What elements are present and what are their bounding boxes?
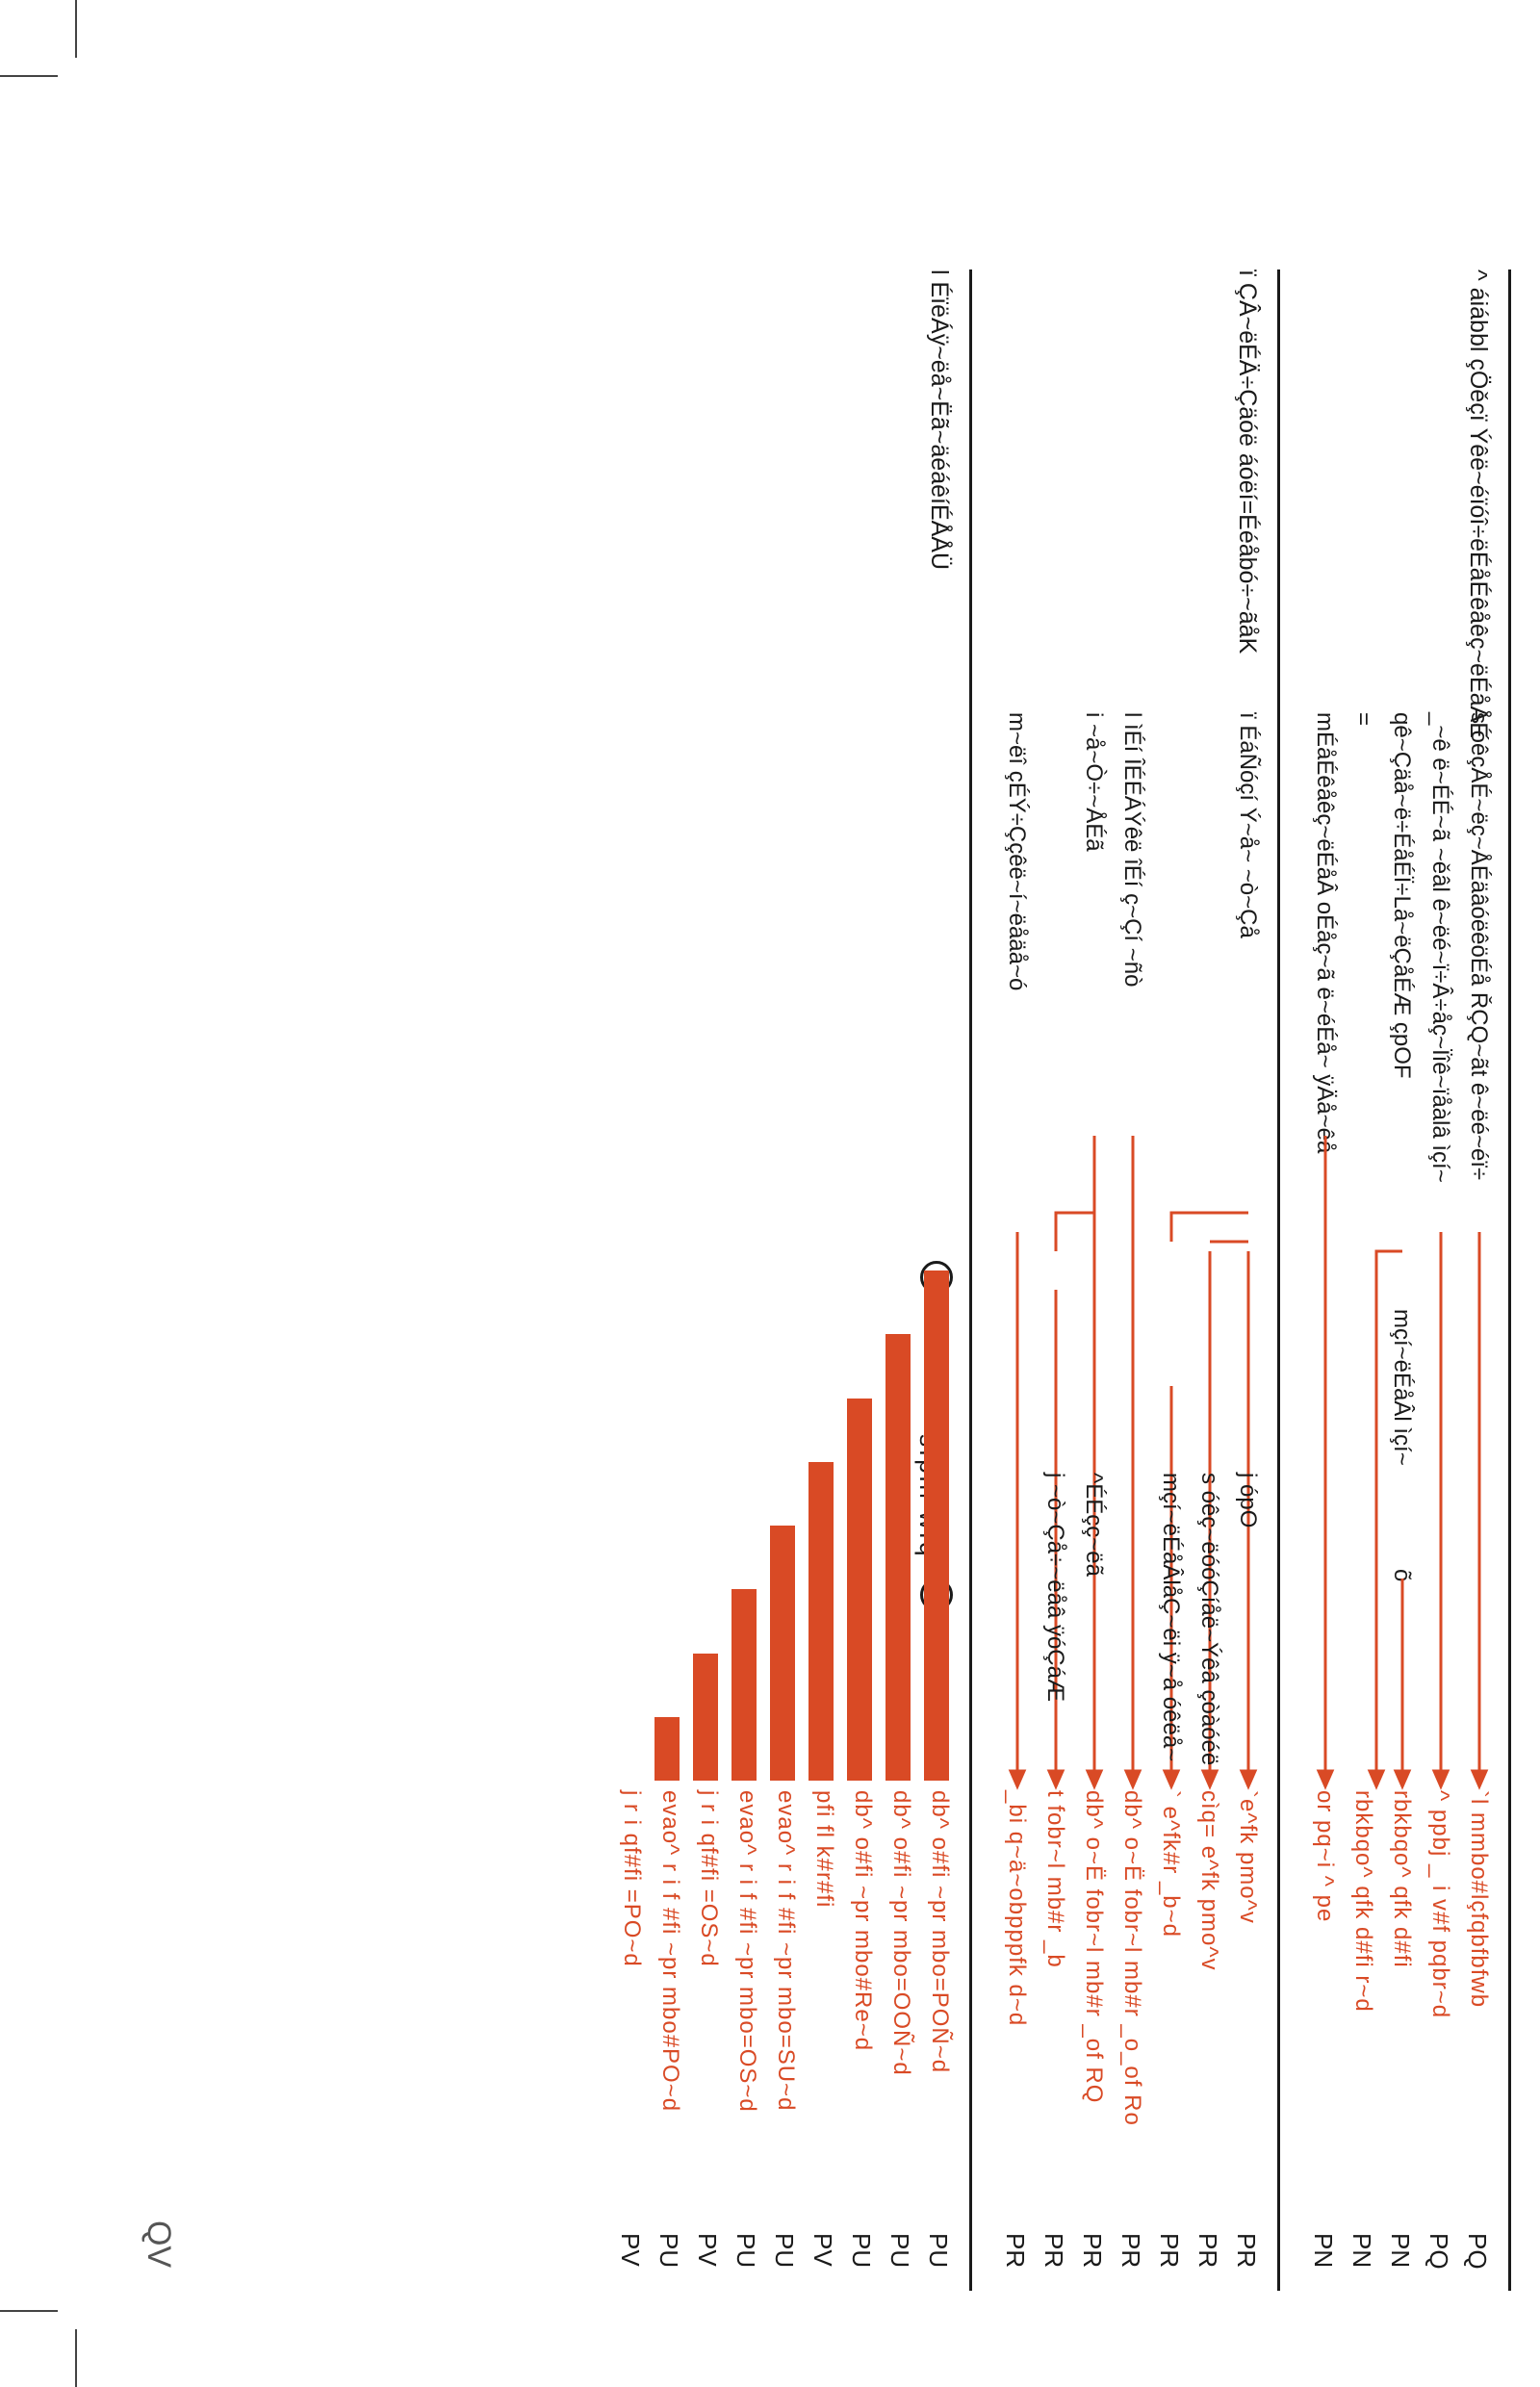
s3-row-6-target: evao^ r i f #fi ~pr mbo=OS~d — [734, 1790, 760, 2113]
s3-row-2-target: db^ o#fi ~pr mbo=OOÑ~d — [888, 1790, 914, 2076]
s2-row-5-num: PR — [1078, 2233, 1107, 2269]
s2-row-4-label: l ìÉí ÎÉÉÁÝêë îÉí ç~Çí ~ñò — [1119, 712, 1145, 988]
s3-row-5-target: evao^ r i f #fi ~pr mbo=SU~d — [773, 1790, 799, 2112]
level-bar — [732, 1589, 757, 1781]
s2-row-5-mid: ^ÉÉçç~ëã — [1081, 1473, 1107, 1577]
s2-row-7-target: _bi q~ä~obpppfk d~d — [1004, 1790, 1030, 2027]
s2-row-2-target: cìq= e^fk pmo^v — [1196, 1790, 1222, 1971]
s2-row-3-target: ` e^fk#r _b~d — [1158, 1790, 1184, 1938]
s2-row-3-mid: mçí~ëÉåÂlåÇ~ëi ÿ~å óêëå~ — [1158, 1473, 1184, 1762]
section-3-title: l ÉïëÁÿ~ëå~Ëã~äéáêíÉÅÅÜ — [926, 270, 953, 571]
s3-row-8-target: evao^ r i f #fi ~pr mbo#PO~d — [657, 1790, 683, 2113]
s3-row-1-target: db^ o#fi ~pr mbo=POÑ~d — [927, 1790, 953, 2074]
s2-row-1-target: `e^fk pmo^v — [1235, 1790, 1261, 1924]
s2-row-3-num: PR — [1155, 2233, 1184, 2269]
crop-mark — [0, 2310, 58, 2312]
section-2-title: ï ÇÂ~ëÉÄ÷Çäóë áóëí=Ééåbó÷~ãåK — [1234, 270, 1261, 654]
s2-row-7-num: PR — [1001, 2233, 1030, 2269]
section-rule — [1277, 270, 1280, 2291]
crop-mark — [0, 75, 58, 77]
s2-row-6-num: PR — [1040, 2233, 1068, 2269]
s2-row-5-target: db^ o~Ë fobr~l mb#r _of RQ — [1081, 1790, 1107, 2104]
s3-row-6-num: PU — [732, 2233, 760, 2269]
level-bar — [847, 1398, 872, 1781]
s2-row-7-label: m~ëî çÉÝ÷Ççêë~í~ëåäå~ó — [1004, 712, 1030, 991]
s2-row-1-label: ï ÉáÑóçí Ý~å~ ~ò~Çå — [1235, 712, 1261, 938]
s2-row-4-num: PR — [1116, 2233, 1145, 2269]
s3-row-7-num: PV — [693, 2233, 722, 2267]
page-folio: QV — [141, 2220, 178, 2269]
s3-row-5-num: PU — [770, 2233, 799, 2269]
s2-row-2-num: PR — [1194, 2233, 1222, 2269]
s2-row-2-mid: s óêç~ëóóÇíåë~Ýêâ çòàóéë — [1196, 1473, 1222, 1766]
level-bar — [770, 1526, 795, 1781]
level-bar — [886, 1334, 911, 1781]
level-bar — [693, 1653, 718, 1781]
level-bar — [654, 1716, 680, 1781]
s3-row-3-target: db^ o#fi ~pr mbo#Re~d — [850, 1790, 876, 2052]
s2-row-4-target: db^ o~Ë fobr~l mb#r _o_of Ro — [1119, 1790, 1145, 2126]
crop-mark — [75, 2329, 77, 2387]
s3-row-7-target: j r i qf#fi =OS~d — [696, 1790, 722, 1967]
s3-row-8-num: PU — [654, 2233, 683, 2269]
s2-row-1-mid: j ópO — [1235, 1473, 1261, 1528]
rotated-document: ^ áiábbl çÖěçï Ýêë~éïóî÷ëÉåÉêåêç~ëÉåÅÉ s… — [183, 270, 1511, 2291]
s2-row-1-num: PR — [1232, 2233, 1261, 2269]
s3-row-2-num: PU — [886, 2233, 914, 2269]
s3-row-4-target: pfi fl k#r#fi — [811, 1790, 837, 1909]
crop-mark — [75, 0, 77, 58]
s3-row-4-num: PV — [808, 2233, 837, 2267]
s2-row-6-target: t fobr~l mb#r _b — [1042, 1790, 1068, 1968]
level-bar — [808, 1461, 834, 1781]
level-bar — [924, 1270, 949, 1781]
section-rule — [969, 270, 972, 2291]
s3-row-9-target: j r i qf#fi =PO~d — [619, 1790, 645, 1967]
s3-row-1-num: PU — [924, 2233, 953, 2269]
s2-row-6-mid: j ~ò~Çå÷~ëåâ ÿóÇáÆ — [1042, 1473, 1068, 1702]
s2-row-5-label: i ~å~Ò÷~ÅÉã — [1081, 712, 1107, 852]
connector-lines — [1008, 1136, 1489, 1790]
s3-row-9-num: PV — [616, 2233, 645, 2267]
s3-row-3-num: PU — [847, 2233, 876, 2269]
